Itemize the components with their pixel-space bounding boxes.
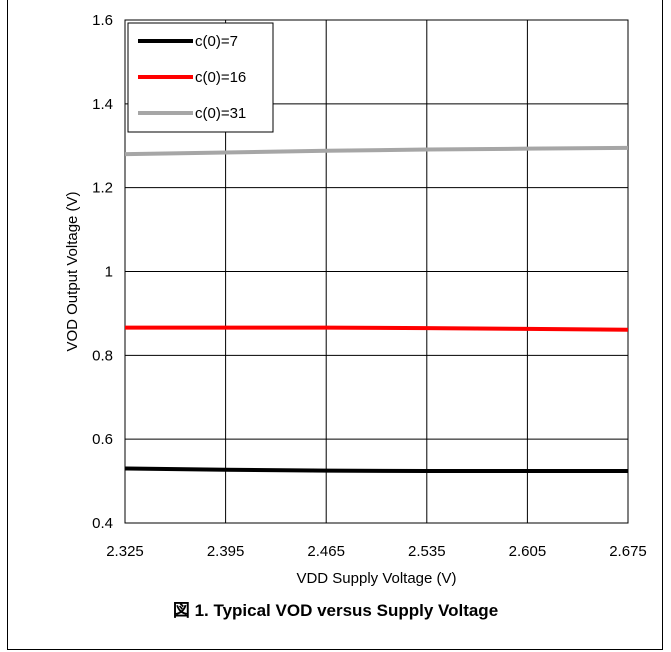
plot-area [124,19,629,524]
series-line-1 [125,325,629,332]
x-tick-label: 2.605 [509,543,547,560]
legend-label-0: c(0)=7 [195,33,238,50]
x-tick-label: 2.465 [307,543,345,560]
series-layer [124,145,629,474]
y-tick-label: 0.8 [92,347,113,364]
y-tick-label: 1 [105,264,113,281]
y-tick-label: 1.6 [92,12,113,29]
figure-frame [7,0,663,650]
x-tick-label: 2.325 [106,543,144,560]
legend-label-2: c(0)=31 [195,105,246,122]
tick-labels: 2.325 2.395 2.465 2.535 2.605 2.675 0.4 0.6 0.8 1… [92,12,647,560]
legend-label-1: c(0)=16 [195,69,246,86]
y-tick-label: 1.4 [92,96,113,113]
series-line-2 [124,145,629,157]
y-tick-label: 0.6 [92,431,113,448]
series-line-0 [124,466,628,474]
y-tick-label: 0.4 [92,515,113,532]
y-axis-label: VOD Output Voltage (V) [64,191,81,351]
y-tick-label: 1.2 [92,180,113,197]
legend: c(0)=7 c(0)=16 c(0)=31 [127,22,274,133]
figure-caption: 図 1. Typical VOD versus Supply Voltage [172,601,499,620]
x-axis-label: VDD Supply Voltage (V) [296,570,456,587]
x-tick-label: 2.675 [609,543,647,560]
x-tick-label: 2.535 [408,543,446,560]
x-tick-label: 2.395 [207,543,245,560]
